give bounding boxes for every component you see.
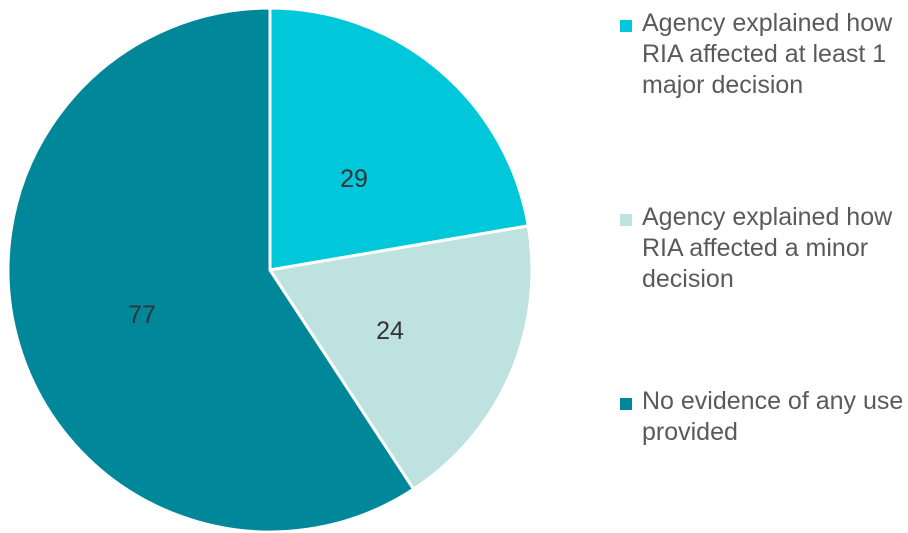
legend-swatch-major-decision (620, 20, 632, 32)
legend-item-major-decision: Agency explained how RIA affected at lea… (620, 8, 904, 101)
legend-swatch-no-evidence (620, 398, 632, 410)
legend-label-minor-decision: Agency explained how RIA affected a mino… (642, 203, 893, 293)
pie-slice-major-decision (268, 6, 530, 272)
legend-swatch-minor-decision (620, 214, 632, 226)
pie-slice-no-evidence (6, 6, 416, 533)
data-label-no-evidence: 77 (128, 301, 156, 329)
pie-slice-minor-decision (268, 224, 534, 491)
legend-item-minor-decision: Agency explained how RIA affected a mino… (620, 202, 904, 295)
legend-label-no-evidence: No evidence of any use provided (642, 387, 904, 446)
legend-item-no-evidence: No evidence of any use provided (620, 386, 904, 448)
legend-label-major-decision: Agency explained how RIA affected at lea… (642, 9, 893, 99)
data-label-major-decision: 29 (340, 165, 368, 193)
data-label-minor-decision: 24 (376, 317, 404, 345)
